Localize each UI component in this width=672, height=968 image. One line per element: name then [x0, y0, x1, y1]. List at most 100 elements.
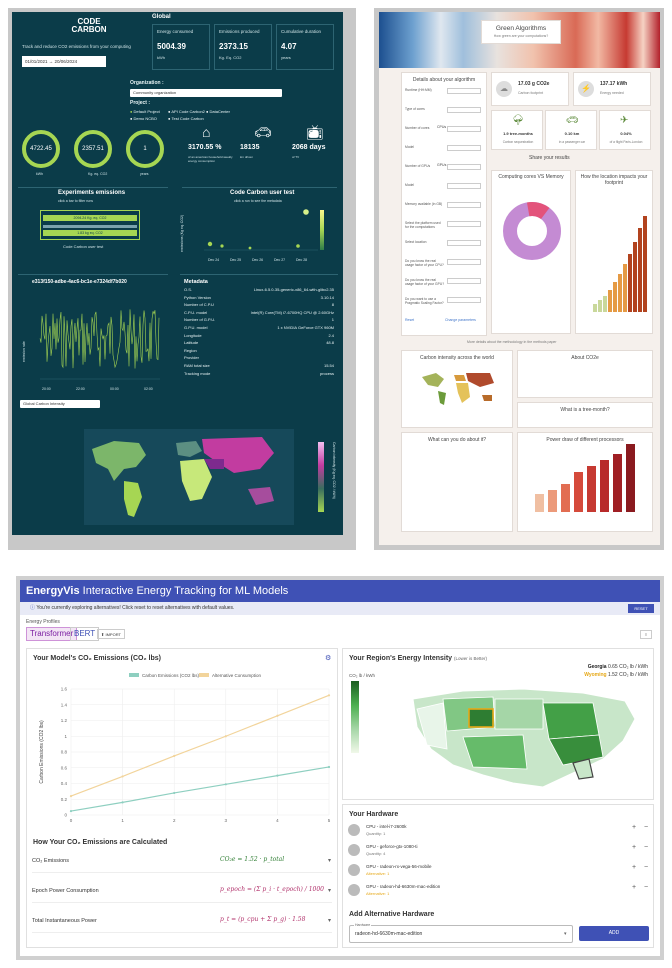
form-field-input[interactable] — [447, 164, 481, 170]
form-field-input[interactable] — [447, 126, 481, 132]
form-field-input[interactable] — [447, 145, 481, 151]
increment-button[interactable]: + — [632, 824, 637, 831]
experiment-bar[interactable]: 2094.24 Kg. eq. CO2 — [43, 215, 137, 221]
metadata-key: C.P.U. model — [184, 309, 208, 315]
decrement-button[interactable]: − — [644, 864, 649, 871]
chevron-down-icon[interactable]: ▾ — [328, 888, 332, 894]
state-wyoming — [468, 708, 494, 728]
location-bar — [608, 290, 612, 312]
user-test-scatter[interactable] — [200, 206, 320, 258]
project-option[interactable]: ● Test Code Carbon — [168, 116, 204, 121]
radio-icon[interactable]: ● — [206, 109, 210, 114]
experiments-subtitle: click a bar to filter runs — [58, 199, 94, 203]
radio-icon[interactable]: ● — [130, 109, 134, 114]
share-link[interactable]: Share your results — [529, 155, 570, 161]
form-field-input[interactable] — [447, 183, 481, 189]
hardware-avatar — [348, 864, 360, 876]
form-field-input[interactable] — [447, 221, 481, 227]
form-field-input[interactable] — [447, 240, 481, 246]
organization-select[interactable]: Community organization — [130, 89, 282, 97]
alert-text: You're currently exploring alternatives!… — [36, 605, 235, 611]
grid-toggle-icon[interactable]: ≡ — [640, 630, 652, 639]
processor-power-bar — [535, 494, 544, 512]
profile-chip-bert[interactable]: BERT — [70, 627, 100, 641]
tree-month-card: What is a tree-month? — [517, 402, 653, 428]
increment-button[interactable]: + — [632, 884, 637, 891]
processor-power-bar — [587, 466, 596, 512]
form-field-input[interactable] — [447, 259, 481, 265]
form-field-input[interactable] — [447, 202, 481, 208]
map-layer-select[interactable]: Global Carbon Intensity — [20, 400, 100, 408]
plane-icon: ✈ — [620, 115, 629, 126]
project-option[interactable]: ● DataCenter — [206, 109, 230, 114]
hardware-quantity: Quantity: 4 — [366, 851, 386, 856]
divider — [32, 902, 332, 903]
x-tick-label: 20:00 — [42, 387, 51, 391]
project-option[interactable]: ● API Code Carbon2 — [168, 109, 205, 114]
run-emission-timeseries[interactable] — [38, 295, 163, 385]
profile-chip-transformer[interactable]: Transformer — [26, 627, 78, 641]
change-parameters-link[interactable]: Change parameters — [445, 318, 476, 322]
x-tick-label: 02:00 — [144, 387, 153, 391]
hardware-name: GPU - radeon-hd-6630m-mac-edition — [366, 884, 441, 889]
import-button[interactable]: ⬆ IMPORT — [97, 629, 125, 639]
experiments-plot: 2094.24 Kg. eq. CO2 1.83 kg eq. CO2 — [40, 210, 140, 240]
settings-gear-icon[interactable]: ⚙ — [325, 655, 332, 662]
reset-button[interactable]: RESET — [628, 604, 654, 613]
add-hardware-title: Add Alternative Hardware — [349, 911, 435, 918]
x-tick-label: Dec 27 — [274, 258, 286, 262]
select-label: Hardware — [354, 923, 372, 927]
equivalent-value: 2068 days — [292, 144, 326, 151]
kpi-unit: Kg. Eq. CO2 — [219, 55, 242, 60]
y-tick-label: 0 — [64, 813, 67, 818]
summary-ring: 2357.51 — [74, 130, 112, 168]
increment-button[interactable]: + — [632, 844, 637, 851]
project-option[interactable]: ● Default Project — [130, 109, 160, 114]
y-tick-label: 0.6 — [61, 765, 68, 770]
us-intensity-map[interactable] — [403, 679, 643, 797]
experiment-bar-separator — [43, 225, 137, 228]
metadata-key: Longitude — [184, 332, 202, 338]
processor-power-bar — [574, 472, 583, 512]
radio-icon[interactable]: ● — [168, 109, 172, 114]
decrement-button[interactable]: − — [644, 824, 649, 831]
processor-power-bar — [600, 460, 609, 512]
metadata-key: G.P.U. model — [184, 325, 208, 330]
project-option[interactable]: ● Demo NCBO — [130, 116, 157, 121]
decrement-button[interactable]: − — [644, 884, 649, 891]
kpi-label: Cumulative duration — [281, 29, 322, 34]
app-subtitle: How green are your computations? — [493, 34, 549, 38]
increment-button[interactable]: + — [632, 864, 637, 871]
organization-label: Organization : — [130, 80, 164, 86]
equivalent-value: 0.10 km — [564, 131, 580, 136]
map-colorbar — [318, 442, 324, 512]
radio-icon[interactable]: ● — [168, 116, 172, 121]
metadata-key: Number of G.P.U. — [184, 317, 216, 323]
location-bar — [598, 300, 602, 312]
chevron-down-icon[interactable]: ▾ — [328, 918, 332, 924]
decrement-button[interactable]: − — [644, 844, 649, 851]
about-title: About CO2e — [571, 355, 599, 361]
date-range-picker[interactable]: 01/01/2021 → 20/06/2024 — [22, 56, 106, 67]
chevron-down-icon[interactable]: ▾ — [328, 858, 332, 864]
form-field-input[interactable] — [447, 107, 481, 113]
experiment-bar[interactable]: 1.83 kg eq. CO2 — [43, 230, 137, 236]
metadata-key: Region — [184, 347, 197, 353]
tree-title: What is a tree-month? — [560, 407, 610, 413]
form-field-input[interactable] — [447, 278, 481, 284]
methods-footer: More details about the methodology in th… — [467, 340, 557, 344]
add-button[interactable]: ADD — [579, 926, 649, 941]
hardware-select[interactable]: Hardware radeon-hd-6630m-mac-edition ▾ — [349, 923, 573, 943]
world-carbon-map[interactable] — [84, 429, 294, 525]
data-point — [69, 809, 73, 813]
formula-label: Epoch Power Consumption — [32, 888, 99, 894]
form-field-input[interactable] — [447, 88, 481, 94]
radio-icon[interactable]: ● — [130, 116, 134, 121]
form-field-input[interactable] — [447, 297, 481, 303]
project-option-label: API Code Carbon2 — [171, 109, 205, 114]
kpi-card: Emissions produced 2373.15 Kg. Eq. CO2 — [214, 24, 272, 70]
reset-link[interactable]: Reset — [405, 318, 415, 322]
data-point — [327, 765, 331, 769]
formula-expression: p_epoch = (Σ p_i · t_epoch) / 1000 — [220, 886, 324, 893]
run-point — [207, 241, 213, 247]
